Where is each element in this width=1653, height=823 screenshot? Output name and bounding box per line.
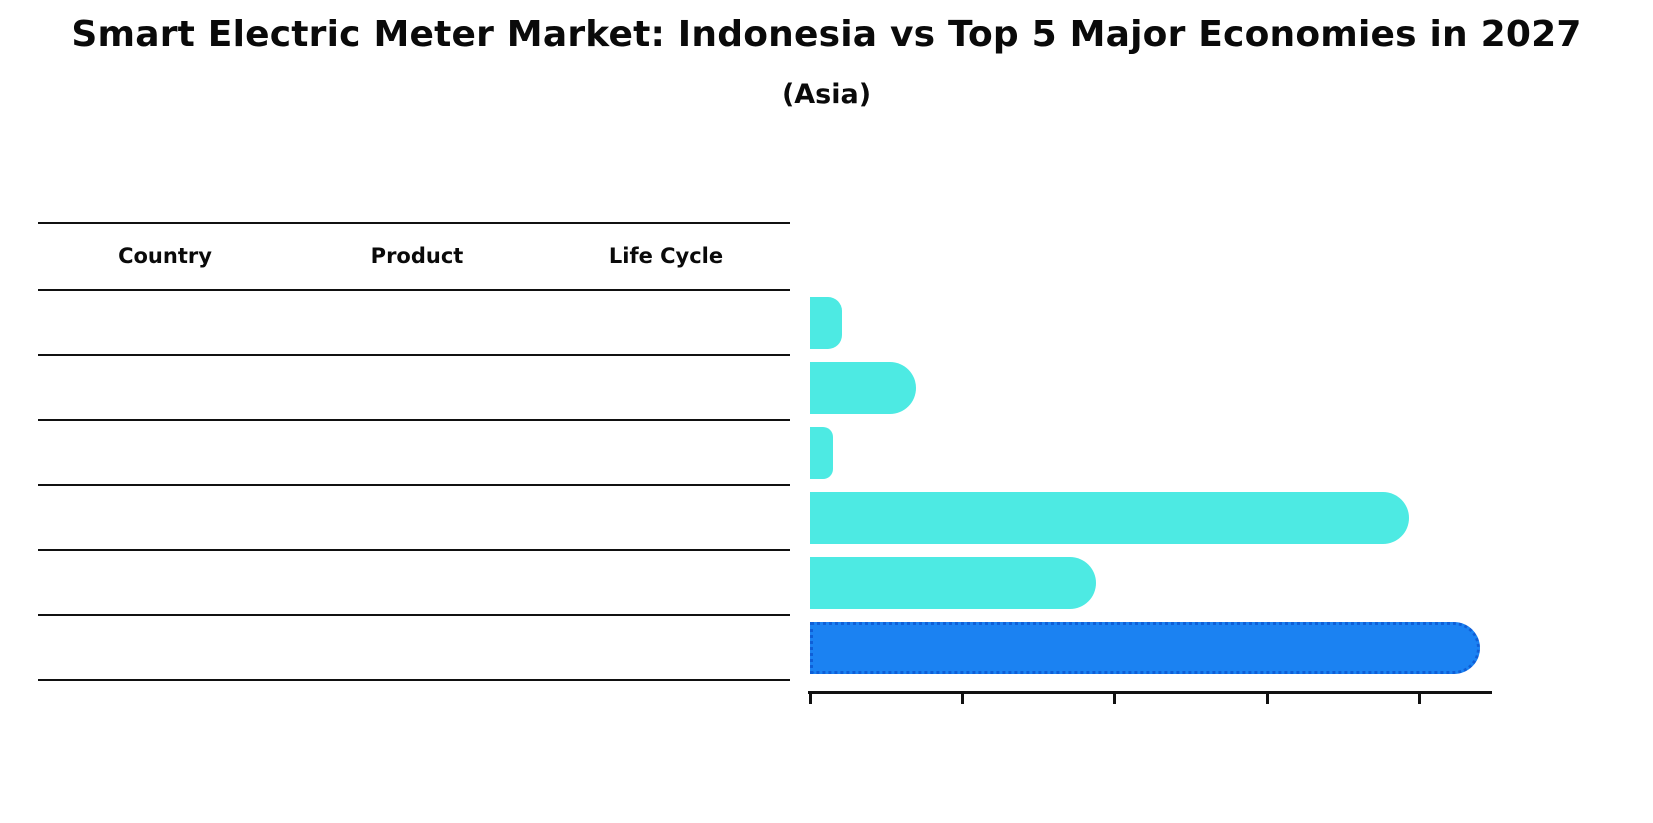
bar-korea [810,557,1096,609]
chart-title: Smart Electric Meter Market: Indonesia v… [71,14,1582,55]
table-header-lifecycle: Life Cycle [608,243,724,268]
table-cell-product [292,355,542,420]
table-separator-line [38,679,790,681]
bar-australia [810,492,1409,544]
x-axis-tick [961,694,965,704]
table-cell-lifecycle [542,550,790,615]
table-cell-product [292,615,542,680]
table-cell-product [292,290,542,355]
table-cell-country [38,420,292,485]
table-cell-lifecycle [542,615,790,680]
table-cell-lifecycle [542,420,790,485]
table-cell-product [292,550,542,615]
table-cell-country [38,485,292,550]
bar-highlight-indonesia [810,622,1480,674]
table-cell-lifecycle [542,485,790,550]
table-cell-country [38,290,292,355]
table-separator-line [38,549,790,551]
x-axis-tick [1417,694,1421,704]
x-axis-line [808,691,1492,694]
bar-india [810,362,916,414]
table-separator-line [38,289,790,291]
table-cell-product [292,485,542,550]
x-axis-tick [809,694,812,704]
table-cell-lifecycle [542,355,790,420]
table-separator-line [38,484,790,486]
table-cell-lifecycle [542,290,790,355]
table-separator-line [38,419,790,421]
table-header-product: Product [370,243,464,268]
bar-china [810,297,842,349]
table-cell-country [38,355,292,420]
chart-subtitle: (Asia) [781,79,872,110]
table-cell-product [292,420,542,485]
x-axis-tick [1265,694,1269,704]
table-separator-line [38,614,790,616]
table-header-country: Country [118,243,212,268]
x-axis-tick [1113,694,1117,704]
bar-japan [810,427,833,479]
table-separator-line [38,222,790,224]
table-separator-line [38,354,790,356]
table-cell-country [38,550,292,615]
table-cell-country [38,615,292,680]
